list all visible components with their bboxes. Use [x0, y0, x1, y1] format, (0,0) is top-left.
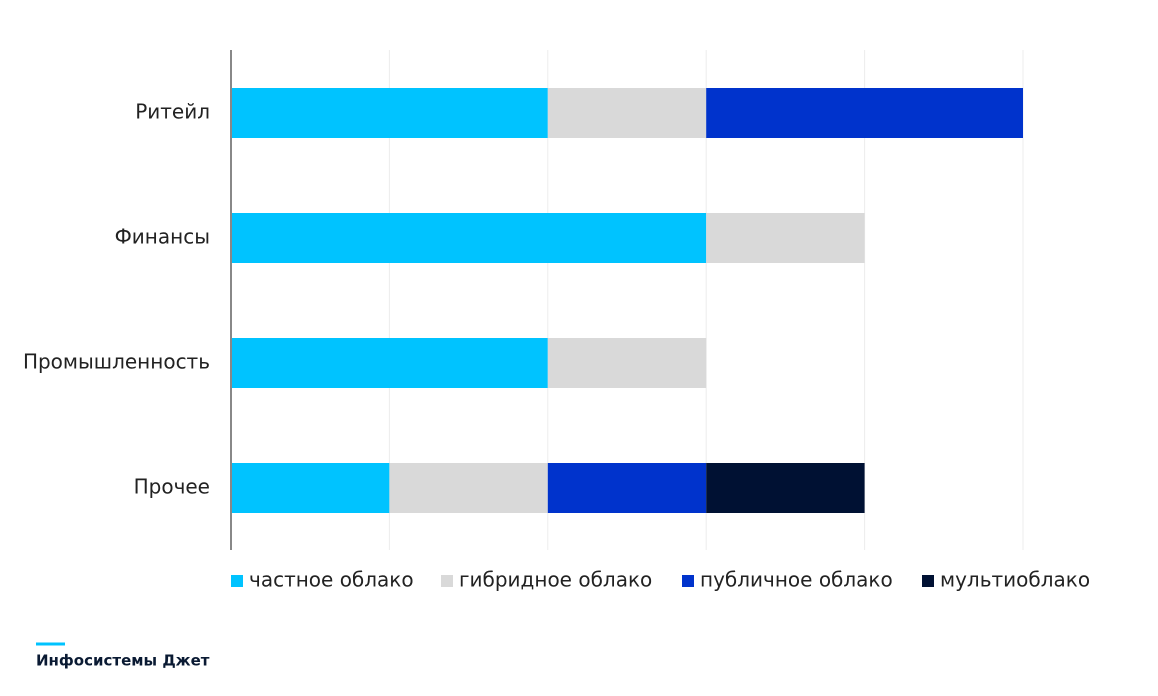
y-tick-label: Финансы — [115, 225, 210, 249]
legend-label: публичное облако — [700, 568, 893, 592]
y-tick-label: Прочее — [134, 475, 210, 499]
legend-swatch — [922, 575, 934, 587]
legend-swatch — [682, 575, 694, 587]
bar-segment — [706, 463, 865, 513]
bar-segment — [389, 463, 548, 513]
bar-segment — [231, 338, 548, 388]
bar-segment — [231, 463, 390, 513]
legend-swatch — [231, 575, 243, 587]
bar-segment — [547, 463, 707, 513]
bar-segment — [547, 338, 707, 388]
bar-segment — [547, 88, 707, 138]
bar-segment — [231, 88, 548, 138]
bar-segment — [706, 213, 865, 263]
legend-label: мультиоблако — [940, 568, 1090, 592]
legend-swatch — [441, 575, 453, 587]
y-tick-label: Промышленность — [23, 350, 210, 374]
y-tick-label: Ритейл — [135, 100, 210, 124]
legend-label: частное облако — [249, 568, 414, 592]
brand: Инфосистемы Джет — [36, 652, 210, 670]
legend-label: гибридное облако — [459, 568, 652, 592]
bar-segment — [706, 88, 1023, 138]
bar-segment — [231, 213, 707, 263]
